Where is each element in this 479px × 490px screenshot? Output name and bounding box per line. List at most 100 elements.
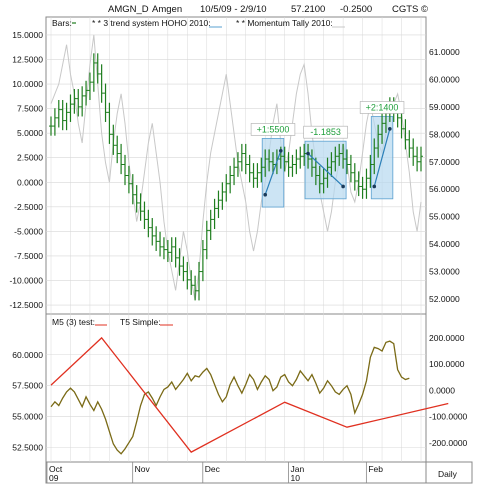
price-bar (204, 220, 209, 260)
price-bar (64, 102, 69, 131)
left-tick-label: -5.0000 (14, 226, 43, 236)
price-bar (56, 100, 61, 128)
right-tick-label: 60.0000 (429, 74, 460, 84)
x-month-label: Nov (135, 464, 151, 474)
header-range: 10/5/09 - 2/9/10 (200, 4, 267, 15)
price-bar (294, 149, 299, 175)
t5-series-line (50, 336, 449, 453)
price-bar (302, 143, 307, 166)
price-bar (415, 146, 420, 172)
price-bar (169, 237, 174, 262)
right-tick-label: 54.0000 (429, 239, 460, 249)
trend-label-box (250, 123, 296, 136)
price-bar (235, 152, 240, 177)
trend-end-point (341, 184, 345, 189)
legend-m5: M5 (3) test: (52, 317, 95, 327)
price-bar (228, 165, 233, 194)
trend-line (264, 150, 282, 195)
price-bar (337, 143, 342, 166)
price-bar (298, 146, 303, 169)
price-bar (142, 201, 147, 230)
price-bar (99, 64, 104, 103)
left-tick-label: 60.0000 (12, 350, 43, 360)
left-tick-label: 2.5000 (17, 153, 43, 163)
price-bar (403, 119, 408, 150)
price-bar (158, 231, 163, 257)
top-legend: Bars: * * 3 trend system HOHO 2010: * * … (52, 18, 345, 28)
price-bar (80, 86, 85, 117)
period-label: Daily (438, 469, 458, 479)
price-bar (239, 143, 244, 172)
momentum-tally-series (50, 34, 422, 301)
price-bar (52, 108, 57, 136)
price-bar (263, 149, 268, 177)
price-bar (380, 113, 385, 144)
right-tick-label: 200.0000 (429, 333, 465, 343)
left-tick-label: 0.0000 (17, 177, 43, 187)
momentum-line (50, 34, 422, 301)
price-bar (309, 149, 314, 177)
trend-label: +2:1400 (366, 102, 399, 112)
trend-start-point (306, 151, 310, 156)
price-bar (333, 146, 338, 172)
price-bar (313, 157, 318, 186)
trend-label-box (303, 125, 348, 139)
price-bar (419, 146, 423, 172)
left-tick-label: 55.0000 (12, 412, 43, 422)
price-bar (154, 226, 159, 251)
header: AMGN_D Amgen 10/5/09 - 2/9/10 57.2100 -0… (108, 4, 428, 15)
trend-line (373, 128, 391, 187)
price-bar (181, 256, 186, 282)
price-bar (407, 130, 412, 158)
price-bar (360, 176, 365, 199)
left-tick-label: -10.0000 (9, 276, 43, 286)
price-bar (197, 261, 201, 301)
x-year-label: 10 (290, 473, 300, 483)
price-bar (173, 237, 178, 268)
price-bar (126, 165, 131, 194)
price-bar (329, 152, 334, 177)
price-bar (193, 275, 198, 301)
price-bar (91, 53, 96, 92)
price-bar (84, 80, 89, 106)
m5-series-line (50, 340, 410, 455)
price-bar (60, 100, 65, 131)
trend-end-point (388, 127, 392, 131)
price-bar (271, 152, 275, 175)
right-tick-label: 58.0000 (429, 129, 460, 139)
price-bar (165, 240, 170, 262)
trend-line (307, 153, 344, 187)
price-bar (372, 138, 377, 175)
price-bar (161, 237, 166, 260)
price-bar (247, 154, 252, 183)
top-panel-frame (45, 16, 427, 315)
price-bar (348, 154, 353, 183)
price-bar (232, 157, 237, 186)
right-tick-label: 100.0000 (429, 359, 465, 369)
left-tick-label: -12.5000 (9, 300, 43, 310)
price-bar (267, 149, 272, 172)
price-bar (49, 116, 53, 136)
price-bar (107, 102, 112, 144)
price-bar (119, 143, 124, 175)
price-bar (72, 89, 77, 114)
price-bar (76, 89, 81, 117)
left-tick-label: 12.5000 (12, 54, 43, 64)
price-bar (134, 185, 139, 213)
left-tick-label: 10.0000 (12, 79, 43, 89)
price-bar (364, 168, 369, 199)
left-tick-label: -7.5000 (14, 251, 43, 261)
axis-labels: 15.0000 12.5000 10.0000 7.5000 5.0000 2.5000 0… (9, 30, 468, 483)
left-tick-label: 15.0000 (12, 30, 43, 40)
x-month-label: Oct (49, 464, 63, 474)
price-bar (216, 190, 221, 219)
price-bar (368, 154, 373, 188)
legend-t5: T5 Simple: (120, 317, 161, 327)
x-month-label: Feb (368, 464, 383, 474)
price-bar (243, 143, 248, 175)
price-bar (255, 163, 260, 188)
right-tick-label: -200.0000 (429, 438, 468, 448)
price-bar (95, 53, 100, 84)
price-bar (224, 174, 229, 202)
price-bar (321, 168, 326, 194)
